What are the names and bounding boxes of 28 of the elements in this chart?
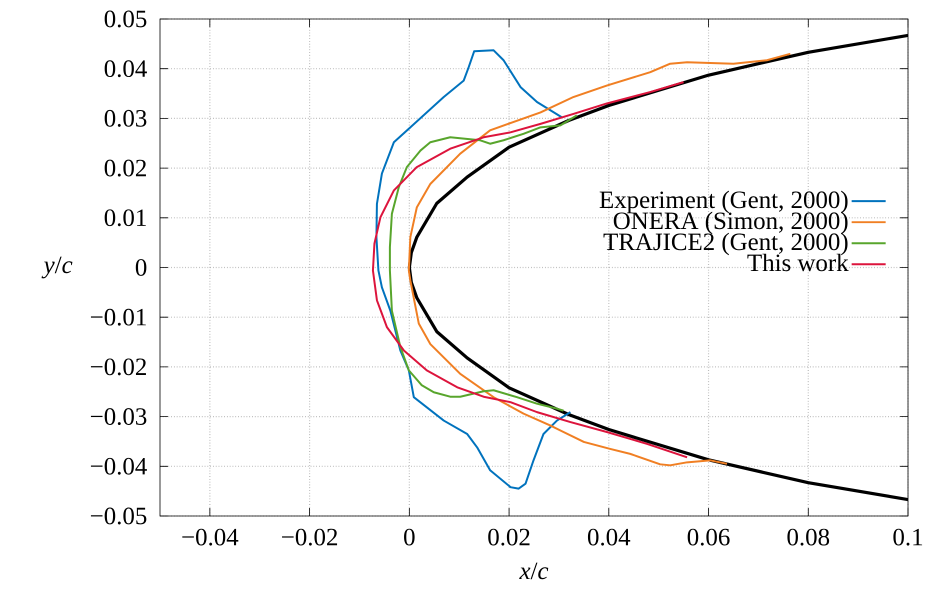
x-tick-label: 0.02: [488, 528, 530, 546]
x-tick-label: 0.06: [688, 528, 730, 546]
y-tick-label: −0.02: [90, 358, 146, 376]
y-axis-title: y/c: [42, 256, 72, 278]
line-series: [408, 52, 792, 466]
x-tick-label: 0: [404, 528, 415, 546]
y-tick-label: −0.05: [90, 508, 146, 524]
x-tick-label: −0.04: [182, 528, 238, 546]
y-tick-label: 0.02: [104, 160, 146, 177]
legend-label: Experiment (Gent, 2000): [600, 190, 848, 214]
y-tick-label: 0.05: [104, 10, 146, 28]
x-tick-label: 0.08: [787, 528, 830, 546]
y-tick-label: 0.04: [104, 60, 147, 78]
x-tick-label: 0.1: [893, 528, 922, 546]
y-tick-label: 0: [136, 259, 146, 276]
y-tick-label: −0.03: [90, 408, 146, 426]
y-tick-label: −0.04: [90, 458, 147, 475]
x-tick-label: 0.04: [588, 528, 630, 546]
legend-label: ONERA (Simon, 2000): [614, 212, 848, 234]
y-tick-label: 0.03: [104, 110, 146, 127]
x-tick-label: −0.02: [282, 528, 338, 546]
line-series: [375, 49, 572, 490]
line-series: [388, 114, 578, 412]
legend-label: This work: [747, 254, 849, 272]
legend-label: TRAJICE2 (Gent, 2000): [604, 232, 848, 256]
y-tick-label: 0.01: [104, 209, 146, 226]
y-tick-label: −0.01: [90, 308, 146, 326]
x-axis-title: x/c: [519, 562, 548, 580]
